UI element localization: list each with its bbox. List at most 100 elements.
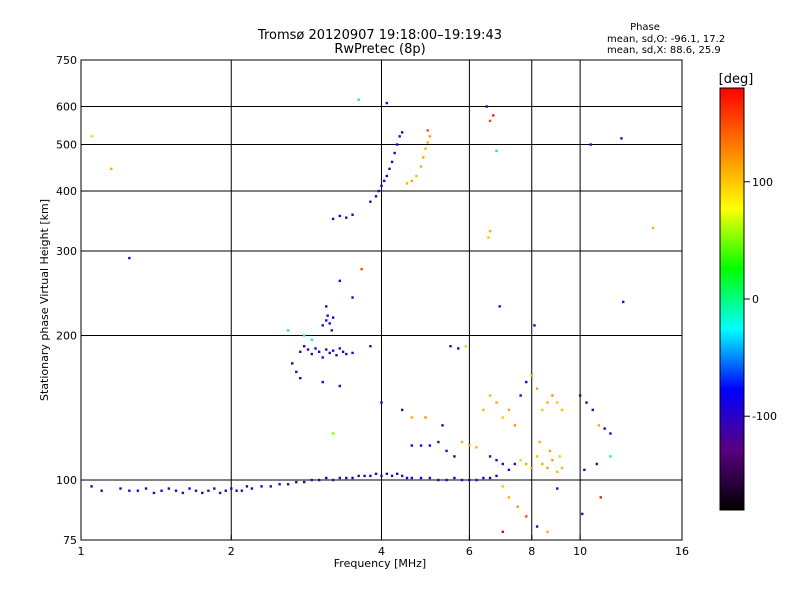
data-point	[357, 474, 360, 478]
data-point	[181, 491, 185, 495]
data-point	[295, 370, 298, 374]
data-point	[325, 348, 328, 351]
y-axis-label: Stationary phase Virtual Height [km]	[38, 199, 51, 401]
data-point	[380, 184, 383, 188]
data-point	[302, 480, 306, 484]
data-point	[546, 466, 549, 470]
data-point	[519, 458, 522, 462]
data-point	[513, 424, 517, 427]
data-point	[385, 174, 389, 178]
data-point	[468, 444, 471, 447]
phase-box-line-x: mean, sd,X: 88.6, 25.9	[607, 45, 721, 56]
data-point	[374, 472, 378, 476]
data-point	[495, 474, 498, 478]
data-point	[240, 489, 244, 492]
data-point	[338, 214, 342, 218]
data-point	[457, 347, 460, 350]
y-tick-label: 400	[56, 185, 77, 198]
data-point	[488, 229, 492, 233]
data-point	[194, 489, 198, 492]
data-point	[345, 216, 348, 219]
data-point	[558, 455, 561, 458]
data-point	[136, 489, 140, 492]
y-tick-label: 75	[63, 534, 77, 547]
data-point	[235, 489, 238, 492]
data-point	[174, 489, 178, 492]
data-point	[400, 131, 404, 134]
data-point	[428, 444, 432, 447]
data-point	[351, 296, 354, 299]
data-point	[535, 455, 539, 458]
data-point	[338, 384, 342, 388]
data-point	[302, 334, 306, 337]
data-point	[475, 446, 478, 449]
data-point	[250, 487, 254, 490]
data-point	[422, 156, 425, 159]
data-point	[321, 380, 324, 384]
data-point	[110, 167, 113, 171]
data-point	[331, 478, 335, 482]
data-point	[507, 408, 511, 412]
data-point	[482, 476, 485, 480]
data-point	[360, 267, 363, 271]
y-tick-label: 600	[56, 101, 77, 114]
data-point	[460, 440, 464, 444]
data-point	[428, 476, 432, 480]
data-point	[609, 432, 612, 435]
data-point	[495, 401, 498, 404]
data-point	[286, 329, 290, 332]
data-point	[482, 408, 485, 412]
data-point	[286, 483, 290, 486]
data-point	[597, 424, 600, 427]
colorbar	[719, 87, 745, 511]
data-point	[299, 376, 302, 380]
data-point	[556, 487, 559, 490]
data-point	[487, 236, 490, 239]
data-point	[341, 350, 345, 353]
data-point	[428, 135, 432, 138]
data-point	[535, 387, 539, 390]
x-tick-label: 8	[528, 545, 535, 558]
data-point	[585, 401, 588, 404]
data-point	[538, 440, 541, 444]
data-point	[533, 324, 536, 327]
data-point	[410, 444, 413, 447]
data-point	[541, 408, 544, 412]
data-point	[357, 98, 360, 101]
x-ticks: 1 2 4 6 8 10 16	[78, 535, 689, 558]
colorbar-tick-label: -100	[752, 410, 777, 423]
data-point	[441, 424, 444, 427]
data-point	[144, 487, 148, 490]
data-point	[321, 324, 324, 327]
data-point	[345, 476, 348, 480]
data-point	[325, 319, 328, 322]
data-point	[335, 353, 338, 357]
data-point	[119, 487, 122, 490]
data-point	[591, 408, 594, 412]
data-point	[488, 394, 492, 397]
data-point	[369, 345, 372, 348]
data-point	[525, 380, 528, 384]
x-tick-label: 10	[573, 545, 587, 558]
data-point	[410, 179, 413, 183]
phase-box-line-o: mean, sd,O: -96.1, 17.2	[607, 34, 725, 45]
data-point	[90, 485, 93, 488]
data-point	[213, 487, 216, 490]
data-point	[548, 449, 552, 453]
data-point	[345, 352, 348, 356]
data-point	[400, 474, 404, 478]
data-point	[556, 470, 559, 474]
colorbar-tick-label: 0	[752, 293, 759, 306]
data-point	[488, 476, 492, 480]
data-point	[546, 530, 549, 534]
data-point	[488, 455, 492, 458]
data-point	[583, 468, 586, 472]
data-point	[530, 374, 533, 377]
data-point	[495, 149, 498, 153]
x-tick-label: 2	[228, 545, 235, 558]
data-point	[395, 472, 399, 476]
data-point	[317, 478, 321, 482]
data-point	[330, 329, 333, 332]
data-point	[405, 182, 409, 185]
data-point	[338, 279, 342, 283]
